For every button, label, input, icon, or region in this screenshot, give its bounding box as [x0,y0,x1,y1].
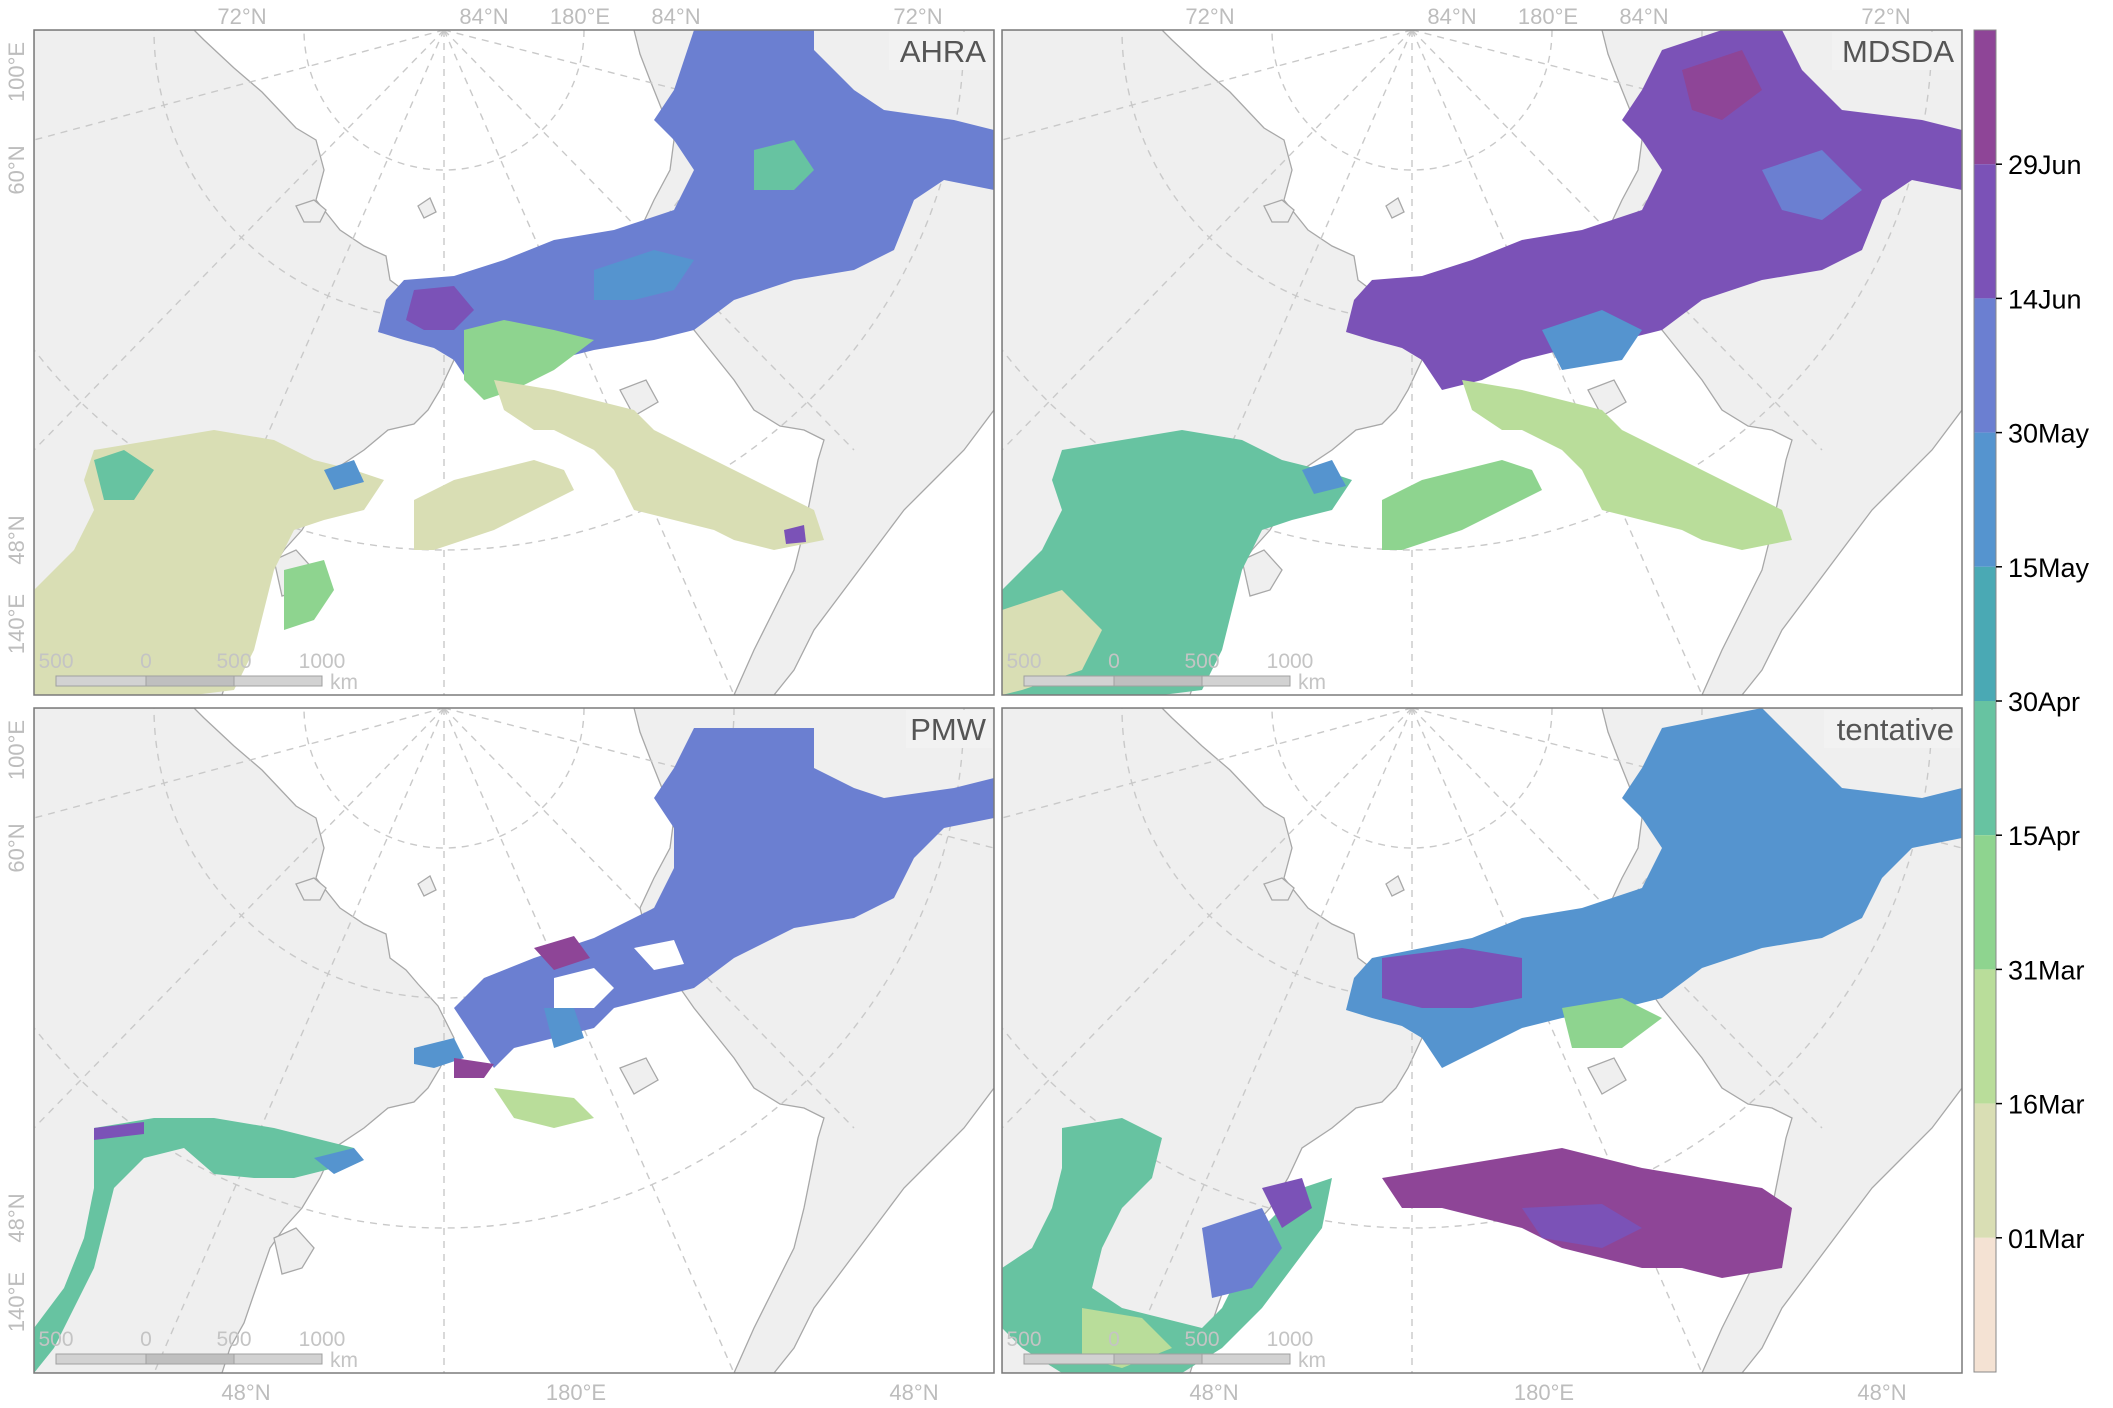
svg-text:48°N: 48°N [4,515,29,564]
svg-text:140°E: 140°E [4,1272,29,1332]
scale-bar: 500 0 500 1000 km [38,650,358,694]
svg-text:48°N: 48°N [1189,1380,1238,1405]
svg-text:500: 500 [1006,650,1041,673]
svg-text:60°N: 60°N [4,145,29,194]
legend-swatch [1974,164,1996,299]
svg-text:84°N: 84°N [459,4,508,29]
svg-text:500: 500 [1006,1328,1041,1351]
date-legend: 29Jun 14Jun 30May 15May 30Apr 15Apr 31Mar 16Mar… [1973,29,2090,1373]
svg-text:180°E: 180°E [1514,1380,1574,1405]
svg-text:100°E: 100°E [4,720,29,780]
panel-tag-ahra: AHRA [900,34,986,69]
svg-text:km: km [1298,671,1326,694]
left-axis: 100°E 60°N 48°N 140°E 100°E 60°N 48°N 14… [4,42,29,1332]
scale-bar: 500 0 500 1000 km [1006,650,1326,694]
legend-swatch [1974,432,1996,567]
svg-text:60°N: 60°N [4,823,29,872]
svg-text:48°N: 48°N [221,1380,270,1405]
panel-mdsda: MDSDA 500 0 500 1000 km [1001,29,1963,696]
legend-swatch [1974,701,1996,836]
panel-tag-pmw: PMW [910,712,987,747]
svg-text:48°N: 48°N [889,1380,938,1405]
scale-bar: 500 0 500 1000 km [38,1328,358,1372]
scale-bar: 500 0 500 1000 km [1006,1328,1326,1372]
svg-text:1000: 1000 [1267,650,1314,673]
legend-swatch [1974,30,1996,165]
svg-text:140°E: 140°E [4,594,29,654]
svg-text:84°N: 84°N [1427,4,1476,29]
legend-swatch [1974,1237,1996,1372]
svg-text:100°E: 100°E [4,42,29,102]
svg-text:500: 500 [216,650,251,673]
legend-label: 16Mar [2008,1090,2085,1120]
svg-text:84°N: 84°N [651,4,700,29]
legend-swatch [1974,969,1996,1104]
panel-tag-mdsda: MDSDA [1842,34,1954,69]
svg-text:1000: 1000 [299,650,346,673]
svg-text:180°E: 180°E [1518,4,1578,29]
svg-text:km: km [1298,1349,1326,1372]
svg-text:0: 0 [1108,650,1120,673]
svg-text:km: km [330,1349,358,1372]
svg-text:1000: 1000 [1267,1328,1314,1351]
svg-text:0: 0 [1108,1328,1120,1351]
legend-swatch [1974,566,1996,701]
svg-text:72°N: 72°N [217,4,266,29]
top-axis: 72°N 84°N 180°E 84°N 72°N 72°N 84°N 180°… [217,4,1910,29]
legend-label: 29Jun [2008,150,2082,180]
svg-text:84°N: 84°N [1619,4,1668,29]
legend-label: 15May [2008,553,2090,583]
legend-swatch [1974,298,1996,433]
legend-swatch [1974,1103,1996,1238]
svg-text:500: 500 [1184,650,1219,673]
legend-label: 31Mar [2008,955,2085,985]
legend-swatch [1974,835,1996,970]
svg-text:500: 500 [38,650,73,673]
svg-text:0: 0 [140,650,152,673]
panel-tentative: tentative 500 0 500 1000 km [1001,707,1963,1374]
svg-text:km: km [330,671,358,694]
svg-text:72°N: 72°N [1185,4,1234,29]
panel-ahra: AHRA 500 0 500 1000 km [33,29,995,696]
legend-label: 15Apr [2008,821,2080,851]
svg-text:72°N: 72°N [1861,4,1910,29]
legend-label: 01Mar [2008,1224,2085,1254]
svg-text:1000: 1000 [299,1328,346,1351]
svg-text:500: 500 [38,1328,73,1351]
svg-text:180°E: 180°E [546,1380,606,1405]
svg-text:0: 0 [140,1328,152,1351]
panel-pmw: PMW 500 0 500 1000 km [33,707,995,1374]
legend-label: 14Jun [2008,284,2082,314]
svg-text:500: 500 [216,1328,251,1351]
legend-label: 30Apr [2008,687,2080,717]
svg-text:180°E: 180°E [550,4,610,29]
panel-tag-tentative: tentative [1837,712,1954,747]
legend-label: 30May [2008,419,2090,449]
svg-text:500: 500 [1184,1328,1219,1351]
svg-text:72°N: 72°N [893,4,942,29]
svg-text:48°N: 48°N [4,1193,29,1242]
bottom-axis: 48°N 180°E 48°N 48°N 180°E 48°N [221,1380,1906,1405]
svg-text:48°N: 48°N [1857,1380,1906,1405]
